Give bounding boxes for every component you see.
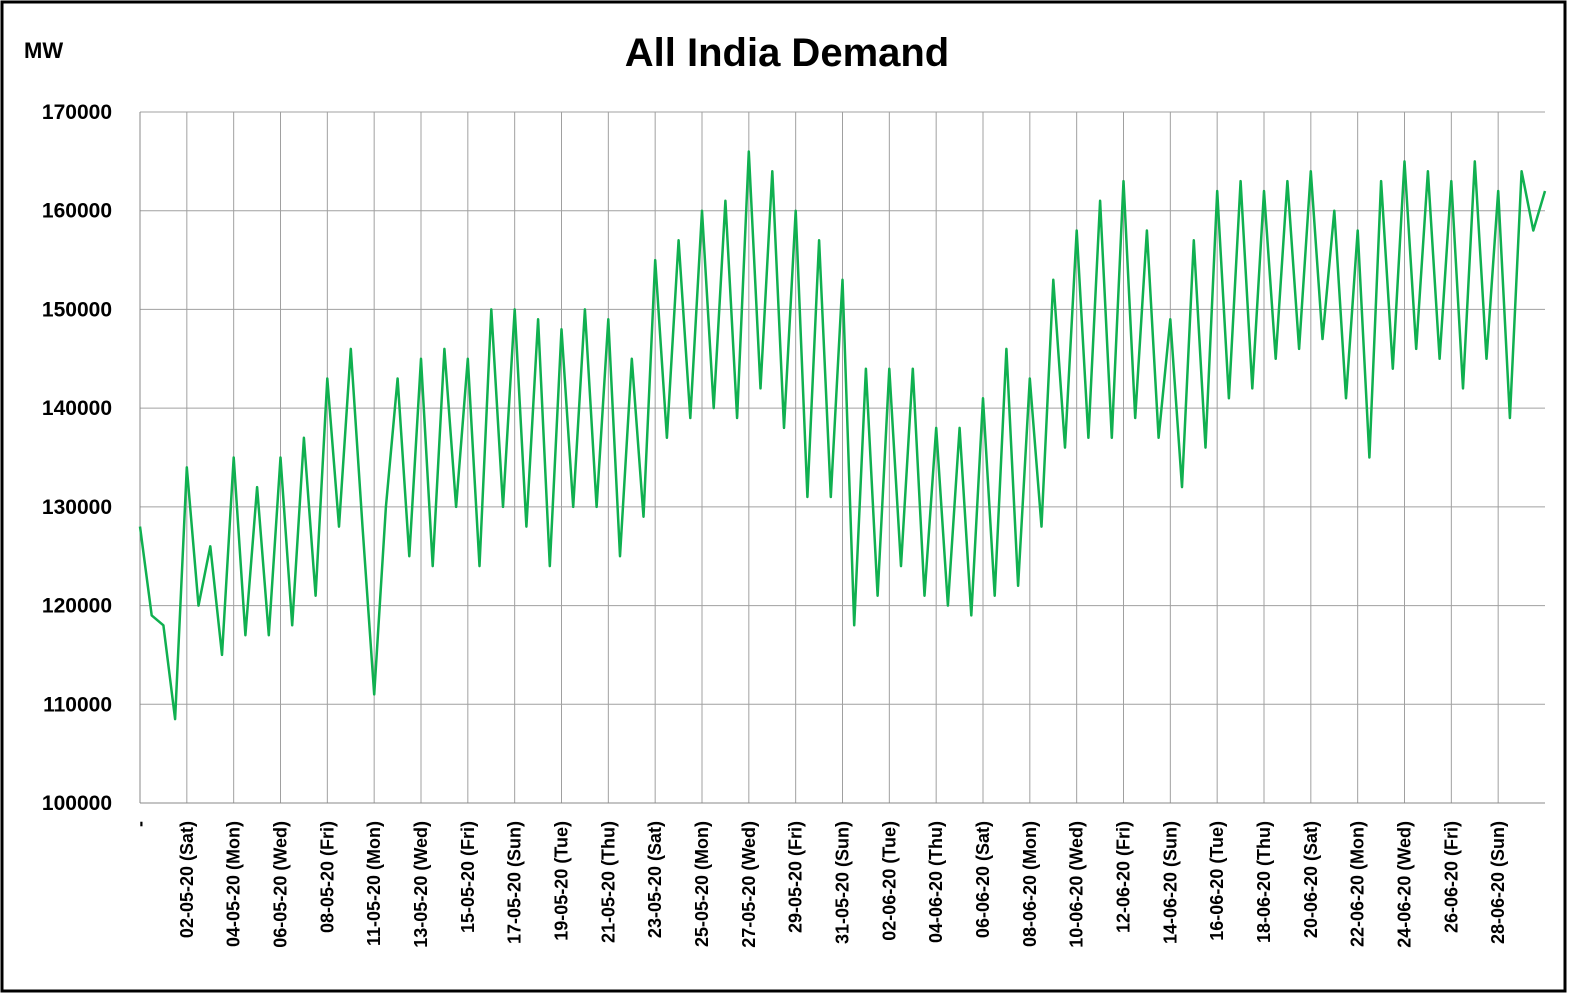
y-tick-label: 160000 [42,200,112,223]
x-tick-label: 12-06-20 (Fri) [1114,821,1134,933]
x-tick-label: 14-06-20 (Sun) [1160,821,1180,944]
x-tick-label: 31-05-20 (Sun) [833,821,853,944]
x-tick-label: 25-05-20 (Mon) [692,821,712,947]
x-tick-label: 08-06-20 (Mon) [1020,821,1040,947]
x-tick-label: 16-06-20 (Tue) [1207,821,1227,941]
x-tick-label: 10-06-20 (Wed) [1067,821,1087,948]
x-tick-label: 08-05-20 (Fri) [317,821,337,933]
x-tick-label: 23-05-20 (Sat) [645,821,665,938]
x-tick-label: 13-05-20 (Wed) [411,821,431,948]
y-axis-label: MW [24,38,63,63]
x-tick-label: 24-06-20 (Wed) [1395,821,1415,948]
y-tick-label: 110000 [43,693,112,716]
x-tick-label: 04-06-20 (Thu) [926,821,946,943]
x-tick-label: 19-05-20 (Tue) [552,821,572,941]
x-tick-label: - [130,821,150,827]
x-tick-label: 15-05-20 (Fri) [458,821,478,933]
x-tick-label: 29-05-20 (Fri) [786,821,806,933]
x-tick-label: 22-06-20 (Mon) [1348,821,1368,947]
x-tick-label: 11-05-20 (Mon) [364,821,384,946]
data-line [138,150,1547,721]
x-tick-label: 28-06-20 (Sun) [1488,821,1508,944]
y-tick-label: 130000 [42,496,112,519]
x-tick-label: 17-05-20 (Sun) [505,821,525,944]
chart-title: All India Demand [625,31,950,75]
x-tick-label: 21-05-20 (Thu) [598,821,618,943]
x-tick-label: 26-06-20 (Fri) [1441,821,1461,933]
y-tick-label: 150000 [42,298,112,321]
x-tick-label: 20-06-20 (Sat) [1301,821,1321,938]
y-tick-label: 100000 [42,792,112,815]
x-tick-label: 02-06-20 (Tue) [879,821,899,941]
y-tick-label: 120000 [42,595,112,618]
y-tick-label: 170000 [42,101,112,124]
x-tick-label: 06-05-20 (Wed) [271,821,291,948]
y-tick-label: 140000 [42,397,112,420]
x-tick-label: 18-06-20 (Thu) [1254,821,1274,943]
x-tick-label: 06-06-20 (Sat) [973,821,993,938]
x-tick-label: 02-05-20 (Sat) [177,821,197,938]
x-tick-label: 27-05-20 (Wed) [739,821,759,948]
x-tick-label: 04-05-20 (Mon) [224,821,244,947]
